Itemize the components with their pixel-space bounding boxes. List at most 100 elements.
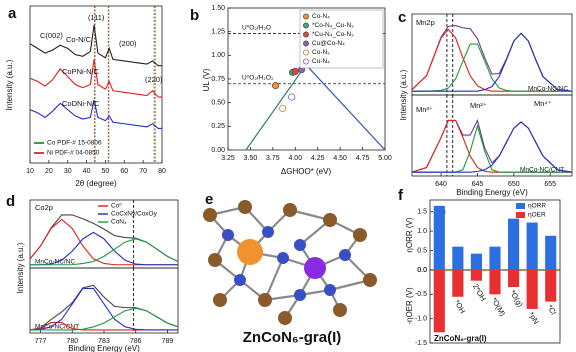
atom (258, 293, 272, 307)
atom (324, 284, 336, 296)
data-line (30, 238, 179, 266)
x-tick-label: ZnCoN₆-gra(I) (434, 334, 487, 343)
sample-label: MnCo-NC/NC (528, 86, 568, 93)
plot-frame (411, 13, 573, 96)
x-tick-label: 4.25 (311, 155, 325, 162)
y-tick-label: 1.0 (417, 228, 427, 235)
bar (470, 270, 482, 281)
trend-line (245, 64, 307, 151)
annotation: Mn²⁺ (470, 101, 487, 110)
y-tick-label: 0.0 (417, 267, 427, 274)
legend-swatch (516, 203, 525, 209)
sample-label: ZnCoN₆-gra(I) (243, 329, 341, 346)
y-axis-label: Intensity (a.u.) (16, 242, 25, 293)
bar (545, 270, 557, 302)
atom (353, 228, 367, 242)
atom (333, 303, 347, 317)
legend-label: ηORR (528, 203, 546, 210)
legend-label: *Cu-N₄_Co-N₃ (312, 31, 354, 38)
x-tick-label: *O(M) (490, 296, 508, 318)
atom (294, 289, 306, 301)
y-tick-label: 0.00 (211, 147, 225, 154)
x-tick-label: 60 (120, 168, 128, 175)
nitrogen-atoms (222, 226, 351, 301)
bar (545, 235, 557, 270)
atom (213, 293, 227, 307)
data-point (288, 93, 296, 101)
series-label: CoDNi-N/C (62, 99, 100, 108)
bar (433, 270, 445, 333)
bar (526, 222, 538, 270)
bar (508, 270, 520, 288)
y-tick-label: 0.75 (211, 76, 225, 83)
y-tick-label: 1.5 (417, 209, 427, 216)
panel-letter: d (6, 193, 15, 210)
x-tick-label: 786 (130, 338, 142, 345)
x-axis-label: Binding Energy (eV) (68, 344, 140, 352)
reference-label: U⁰O₂/H₂O (242, 24, 271, 31)
y-tick-label: -0.5 (415, 291, 427, 298)
panel-letter: a (8, 5, 17, 22)
data-point (279, 104, 287, 112)
x-tick-label: *O(g) (508, 289, 525, 309)
molecule-structure (203, 200, 377, 325)
data-point (291, 67, 299, 76)
bar (452, 246, 464, 270)
legend-marker (302, 13, 309, 20)
atom (323, 213, 337, 227)
legend-label: Co-N₃ (312, 49, 330, 56)
atom (203, 208, 217, 222)
data-line (29, 287, 178, 331)
plot-frame (411, 94, 573, 177)
data-line (29, 100, 162, 130)
trend-line (305, 64, 386, 151)
legend-label: Co PDF-# 15-0806 (47, 140, 102, 147)
atom (262, 226, 274, 238)
bond (263, 257, 285, 301)
legend-label: CoN₄ (111, 219, 127, 226)
legend-marker (302, 31, 309, 38)
x-axis-label: 2θ (degree) (75, 179, 117, 188)
legend-label: Co-N₄ (312, 13, 330, 20)
data-line (412, 32, 573, 92)
x-tick-label: 80 (158, 168, 166, 175)
legend-marker (302, 49, 309, 56)
y-tick-label: 1.50 (211, 5, 225, 12)
x-tick-label: 40 (83, 168, 91, 175)
x-tick-label: 640 (435, 181, 447, 188)
bar (526, 270, 538, 309)
x-tick-label: 650 (508, 181, 520, 188)
panel-letter: b (190, 7, 199, 24)
bar (489, 246, 501, 270)
legend-marker (302, 22, 309, 29)
data-line (412, 121, 573, 173)
legend-box (299, 9, 384, 69)
y-tick-label: 0.0 (417, 267, 427, 274)
annotation: Co2p (35, 203, 53, 212)
y-axis-label: UL (V) (202, 68, 211, 91)
y2-axis-label: -ηOER (V) (405, 287, 414, 325)
x-tick-label: 777 (35, 338, 47, 345)
legend-label: ηOER (528, 212, 546, 219)
atom (339, 249, 351, 261)
y-tick-label: 1.00 (211, 52, 225, 59)
annotation: (200) (119, 39, 137, 48)
y-tick-label: 0.50 (211, 100, 225, 107)
annotation: C(002) (40, 31, 63, 40)
x-axis-label: Binding Energy (eV) (456, 188, 528, 197)
y-axis-label: ηORR (V) (405, 217, 414, 252)
y-tick-label: 0.5 (417, 247, 427, 254)
atom (222, 229, 234, 241)
data-line (30, 307, 179, 331)
x-tick-label: 780 (66, 338, 78, 345)
legend-label: Co⁰ (111, 203, 122, 210)
y-axis-label: Intensity (a.u.) (5, 59, 14, 110)
x-tick-label: 789 (162, 338, 174, 345)
legend-label: Cu-N₄ (312, 58, 330, 65)
data-line (411, 28, 572, 92)
panel-letter: e (205, 191, 213, 208)
x-tick-label: 3.75 (266, 155, 280, 162)
panel-letter: f (398, 187, 404, 204)
x-tick-label: 50 (102, 168, 110, 175)
atom (208, 253, 222, 267)
